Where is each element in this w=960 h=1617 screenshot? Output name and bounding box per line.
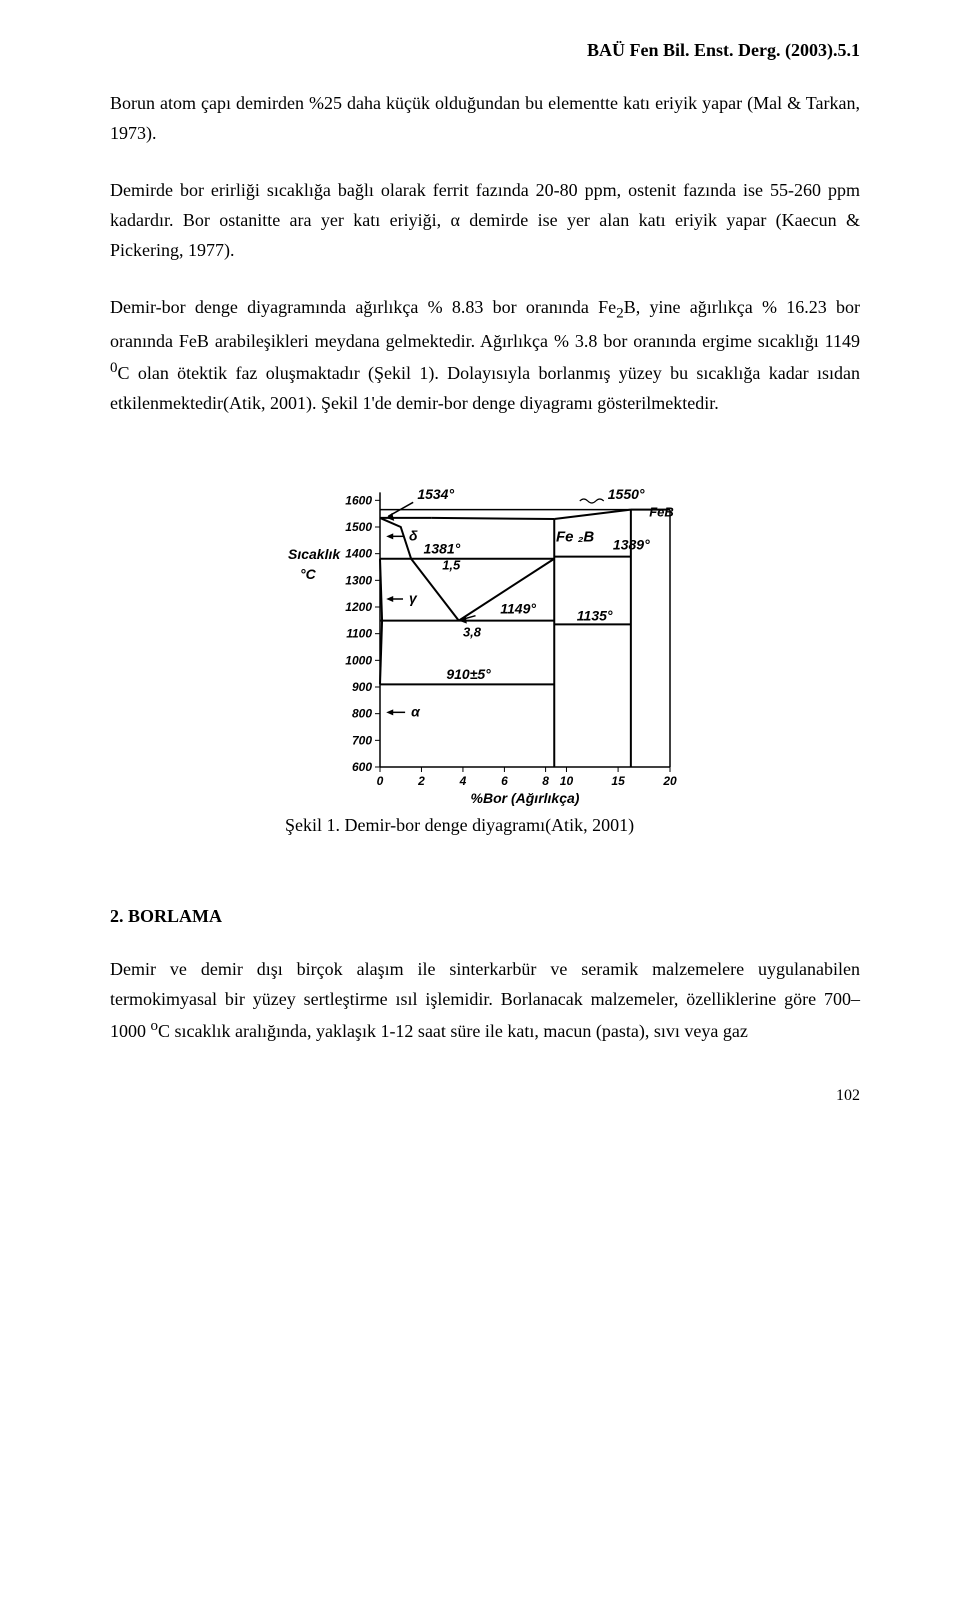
svg-text:1149°: 1149° <box>500 601 536 617</box>
svg-text:900: 900 <box>352 680 372 694</box>
svg-text:4: 4 <box>459 774 467 788</box>
svg-text:Fe ₂B: Fe ₂B <box>556 529 594 546</box>
svg-text:γ: γ <box>409 590 418 606</box>
svg-text:δ: δ <box>409 527 418 543</box>
svg-text:1500: 1500 <box>345 520 372 534</box>
paragraph-1: Borun atom çapı demirden %25 daha küçük … <box>110 89 860 148</box>
svg-text:1100: 1100 <box>346 627 372 641</box>
svg-text:Sıcaklık: Sıcaklık <box>288 546 341 562</box>
subscript-2: 2 <box>616 306 624 322</box>
svg-text:°C: °C <box>300 566 317 582</box>
svg-text:1550°: 1550° <box>608 486 645 502</box>
svg-text:800: 800 <box>352 707 372 721</box>
svg-text:15: 15 <box>611 774 625 788</box>
svg-text:%Bor (Ağırlıkça): %Bor (Ağırlıkça) <box>471 790 580 806</box>
para3-text-c: C olan ötektik faz oluşmaktadır (Şekil 1… <box>110 363 860 413</box>
figure-1-container: 600 700 800 900 1000 1100 1200 1300 1400 1500 1600… <box>110 447 860 807</box>
svg-text:10: 10 <box>560 774 574 788</box>
paragraph-3: Demir-bor denge diyagramında ağırlıkça %… <box>110 293 860 418</box>
svg-text:20: 20 <box>662 774 677 788</box>
svg-text:1400: 1400 <box>345 547 372 561</box>
svg-text:8: 8 <box>542 774 549 788</box>
svg-text:700: 700 <box>352 733 372 747</box>
svg-text:α: α <box>411 703 421 719</box>
paragraph-2: Demirde bor erirliği sıcaklığa bağlı ola… <box>110 176 860 265</box>
svg-text:1381°: 1381° <box>424 541 461 557</box>
svg-text:600: 600 <box>352 760 372 774</box>
svg-text:2: 2 <box>417 774 425 788</box>
page-number: 102 <box>110 1087 860 1105</box>
para3-text-a: Demir-bor denge diyagramında ağırlıkça %… <box>110 297 616 317</box>
para4-text-b: C sıcaklık aralığında, yaklaşık 1-12 saa… <box>158 1021 748 1041</box>
svg-text:1000: 1000 <box>345 653 372 667</box>
phase-diagram-svg: 600 700 800 900 1000 1100 1200 1300 1400 1500 1600… <box>270 447 700 807</box>
journal-header: BAÜ Fen Bil. Enst. Derg. (2003).5.1 <box>110 40 860 61</box>
svg-text:1534°: 1534° <box>417 486 454 502</box>
svg-text:FeB: FeB <box>649 504 674 519</box>
svg-text:1200: 1200 <box>345 600 372 614</box>
section-2-title: 2. BORLAMA <box>110 906 860 927</box>
paragraph-4: Demir ve demir dışı birçok alaşım ile si… <box>110 955 860 1047</box>
svg-text:1,5: 1,5 <box>442 558 461 573</box>
svg-text:0: 0 <box>377 774 384 788</box>
svg-text:910±5°: 910±5° <box>446 666 491 682</box>
svg-text:1600: 1600 <box>345 493 372 507</box>
superscript-o: o <box>151 1018 159 1034</box>
svg-text:3,8: 3,8 <box>463 624 482 639</box>
svg-text:1389°: 1389° <box>613 537 650 553</box>
svg-text:1300: 1300 <box>345 573 372 587</box>
svg-text:1135°: 1135° <box>577 607 613 623</box>
svg-text:6: 6 <box>501 774 508 788</box>
figure-1-caption: Şekil 1. Demir-bor denge diyagramı(Atik,… <box>285 815 860 836</box>
superscript-0: 0 <box>110 360 118 376</box>
